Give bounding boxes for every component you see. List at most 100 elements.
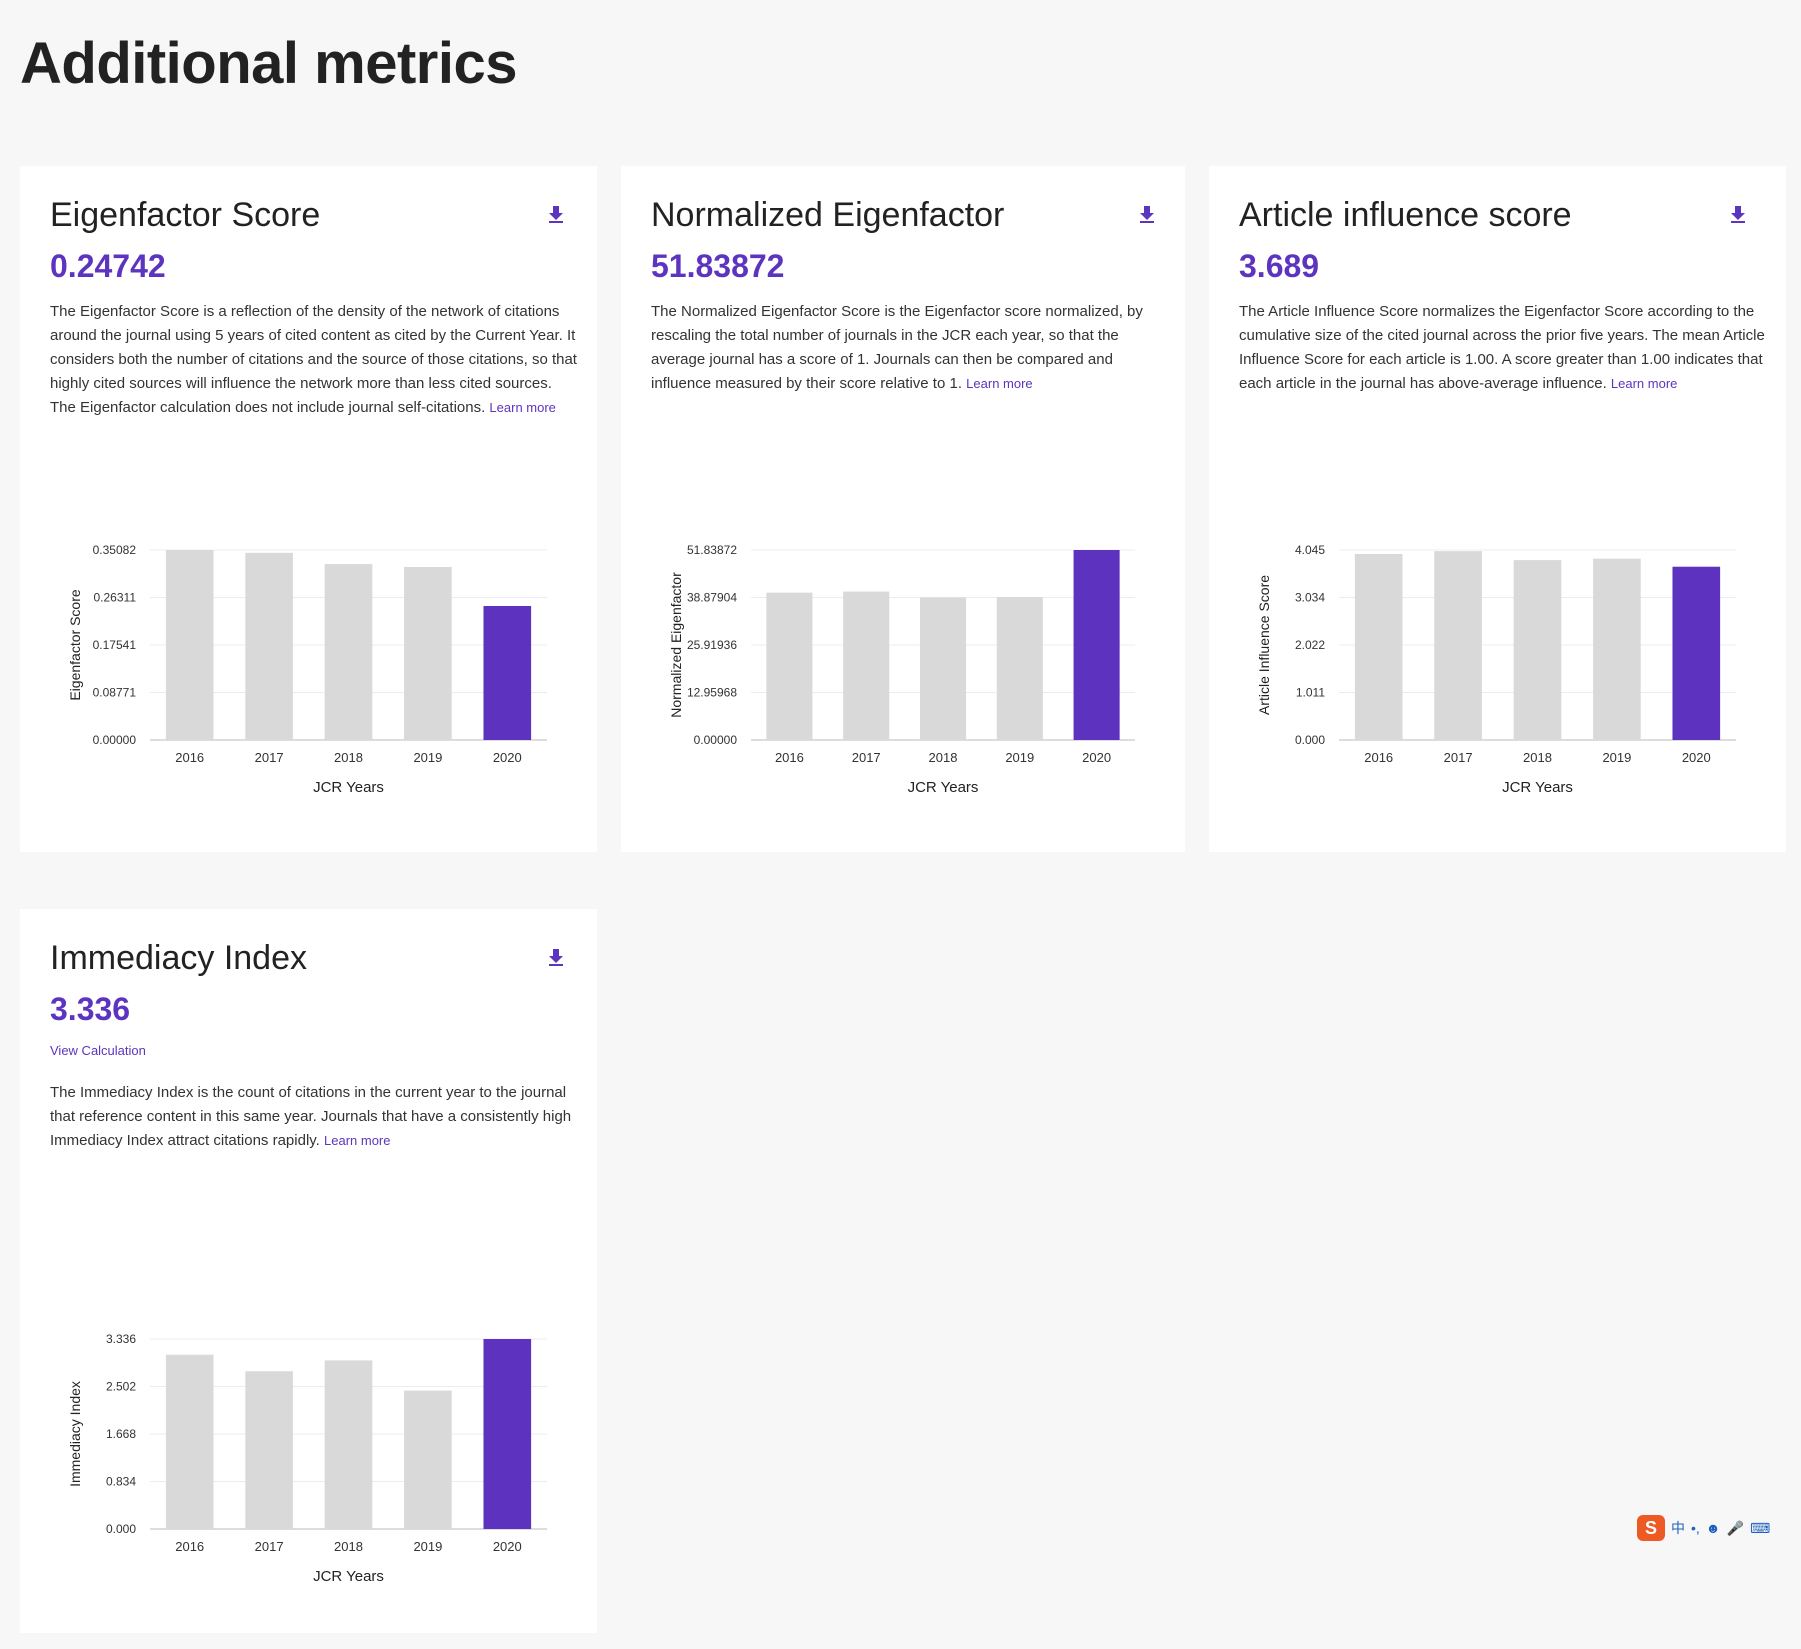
y-tick-label: 3.336: [106, 1332, 136, 1346]
normalized-eigenfactor-chart-svg: 0.00000 12.95968 25.91936 38.87904 51.83872 2…: [668, 543, 1135, 796]
bar-2017[interactable]: [245, 1371, 293, 1529]
ime-toolbar[interactable]: S 中 •, ☻ 🎤 ⌨: [1637, 1514, 1801, 1542]
y-axis-label: Normalized Eigenfactor: [668, 572, 684, 718]
x-tick-label: 2020: [493, 750, 522, 765]
description-text: The Normalized Eigenfactor Score is the …: [651, 303, 1143, 392]
y-tick-label: 12.95968: [687, 686, 737, 700]
keyboard-icon[interactable]: ⌨: [1749, 1519, 1771, 1536]
y-tick-label: 0.00000: [93, 733, 137, 747]
metric-value: 3.689: [1239, 248, 1320, 284]
x-tick-label: 2017: [255, 1539, 284, 1554]
download-icon[interactable]: [1728, 204, 1748, 224]
y-tick-label: 3.034: [1295, 591, 1325, 605]
x-tick-label: 2020: [1082, 750, 1111, 765]
x-tick-label: 2016: [775, 750, 804, 765]
x-tick-label: 2018: [1523, 750, 1552, 765]
y-tick-label: 38.87904: [687, 591, 737, 605]
x-axis-label: JCR Years: [908, 779, 979, 796]
bar-2016[interactable]: [1354, 553, 1403, 740]
download-icon[interactable]: [546, 947, 566, 967]
description-text: The Eigenfactor Score is a reflection of…: [50, 303, 577, 416]
immediacy-index-chart-svg: 0.000 0.834 1.668 2.502 3.336 2016 2017 2018 201…: [67, 1332, 547, 1585]
bar-2019[interactable]: [996, 597, 1043, 740]
bar-2020[interactable]: [483, 1339, 532, 1529]
ime-logo-icon: S: [1637, 1515, 1665, 1541]
bar-2017[interactable]: [1434, 551, 1482, 740]
punctuation-icon[interactable]: •,: [1691, 1520, 1700, 1536]
description-text: The Immediacy Index is the count of cita…: [50, 1084, 572, 1149]
bar-2018[interactable]: [324, 1360, 373, 1529]
x-tick-label: 2019: [413, 1539, 442, 1554]
y-tick-label: 4.045: [1295, 543, 1325, 557]
x-tick-label: 2017: [255, 750, 284, 765]
description: The Normalized Eigenfactor Score is the …: [651, 300, 1165, 396]
bar-chart: 0.00000 0.08771 0.17541 0.26311 0.35082 2016 2…: [20, 530, 597, 830]
article-influence-chart-svg: 0.000 1.011 2.022 3.034 4.045 2016 2017 2018 201…: [1256, 543, 1736, 796]
bar-2016[interactable]: [766, 592, 813, 740]
x-tick-label: 2018: [334, 1539, 363, 1554]
x-tick-label: 2018: [334, 750, 363, 765]
learn-more-link[interactable]: Learn more: [489, 400, 556, 415]
immediacy-index-card: Immediacy Index 3.336 View Calculation T…: [20, 909, 597, 1633]
y-tick-label: 0.35082: [93, 543, 137, 557]
bar-2019[interactable]: [1593, 558, 1641, 740]
y-tick-label: 0.26311: [94, 591, 137, 605]
y-tick-label: 1.011: [1296, 686, 1325, 700]
microphone-icon[interactable]: 🎤: [1726, 1519, 1744, 1536]
x-tick-label: 2020: [493, 1539, 522, 1554]
x-axis-label: JCR Years: [313, 1568, 384, 1585]
x-tick-label: 2018: [929, 750, 958, 765]
bar-2018[interactable]: [919, 597, 967, 740]
description: The Article Influence Score normalizes t…: [1239, 300, 1766, 396]
learn-more-link[interactable]: Learn more: [324, 1133, 391, 1148]
y-tick-label: 0.834: [106, 1475, 136, 1489]
y-tick-label: 0.08771: [93, 686, 137, 700]
y-axis-label: Eigenfactor Score: [67, 589, 83, 700]
bar-2020[interactable]: [1073, 550, 1120, 740]
bar-2016[interactable]: [165, 550, 214, 740]
bar-2020[interactable]: [1672, 566, 1721, 740]
bar-2018[interactable]: [324, 564, 373, 740]
bar-2019[interactable]: [404, 1390, 452, 1529]
normalized-eigenfactor-card: Normalized Eigenfactor 51.83872 The Norm…: [621, 166, 1185, 852]
bar-2018[interactable]: [1513, 560, 1562, 740]
y-tick-label: 2.022: [1295, 638, 1325, 652]
card-title: Normalized Eigenfactor: [651, 196, 1005, 234]
x-tick-label: 2017: [852, 750, 881, 765]
y-tick-label: 51.83872: [687, 543, 737, 557]
y-tick-label: 25.91936: [687, 638, 737, 652]
x-axis-label: JCR Years: [313, 779, 384, 796]
y-tick-label: 2.502: [106, 1380, 136, 1394]
metric-value: 3.336: [50, 991, 131, 1027]
card-title: Article influence score: [1239, 196, 1572, 234]
y-axis-label: Article Influence Score: [1256, 575, 1272, 715]
description: The Eigenfactor Score is a reflection of…: [50, 300, 577, 420]
bar-2016[interactable]: [165, 1354, 214, 1529]
page-title: Additional metrics: [20, 31, 517, 96]
emoji-icon[interactable]: ☻: [1705, 1520, 1721, 1536]
x-tick-label: 2019: [1602, 750, 1631, 765]
y-axis-label: Immediacy Index: [67, 1381, 83, 1487]
download-icon[interactable]: [1137, 204, 1157, 224]
metric-value: 0.24742: [50, 248, 166, 284]
view-calculation-link[interactable]: View Calculation: [50, 1043, 146, 1058]
eigenfactor-chart-svg: 0.00000 0.08771 0.17541 0.26311 0.35082 2016 2…: [67, 543, 547, 796]
bar-chart: 0.000 0.834 1.668 2.502 3.336 2016 2017 2018 201…: [20, 1319, 597, 1619]
learn-more-link[interactable]: Learn more: [966, 376, 1033, 391]
x-tick-label: 2016: [175, 750, 204, 765]
x-tick-label: 2016: [1364, 750, 1393, 765]
bar-2020[interactable]: [483, 606, 532, 740]
x-tick-label: 2020: [1682, 750, 1711, 765]
download-icon[interactable]: [546, 204, 566, 224]
ime-language-label[interactable]: 中: [1671, 1520, 1685, 1536]
bar-2019[interactable]: [404, 566, 452, 740]
y-tick-label: 1.668: [106, 1427, 136, 1441]
bar-2017[interactable]: [245, 552, 293, 740]
bar-2017[interactable]: [843, 591, 890, 740]
x-tick-label: 2017: [1444, 750, 1473, 765]
y-tick-label: 0.00000: [694, 733, 738, 747]
description: The Immediacy Index is the count of cita…: [50, 1081, 577, 1153]
y-tick-label: 0.000: [1295, 733, 1325, 747]
learn-more-link[interactable]: Learn more: [1610, 376, 1678, 391]
eigenfactor-score-card: Eigenfactor Score 0.24742 The Eigenfacto…: [20, 166, 597, 852]
